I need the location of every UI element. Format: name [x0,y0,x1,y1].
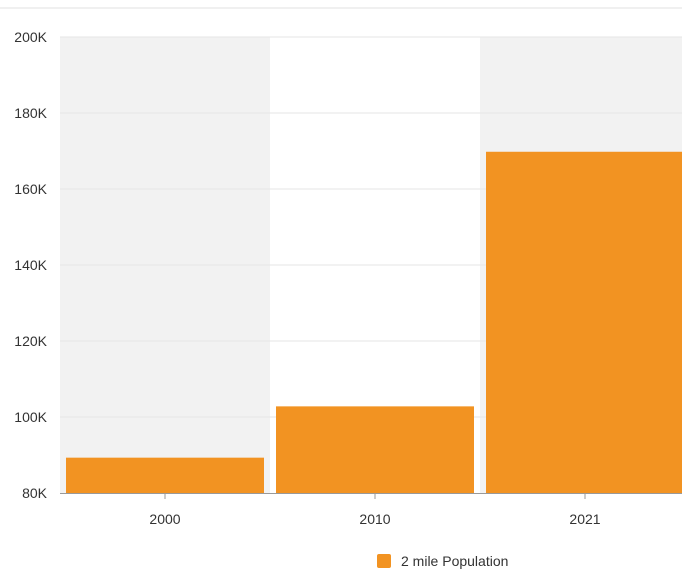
bars [66,151,682,493]
bar-2000[interactable] [66,457,264,493]
y-tick-label-180K: 180K [14,105,47,121]
bar-2010[interactable] [276,406,474,493]
x-tick-label-2000: 2000 [149,511,180,527]
bar-2021[interactable] [486,151,682,493]
x-axis [60,493,682,499]
legend-swatch [377,554,391,568]
y-tick-label-140K: 140K [14,257,47,273]
x-tick-label-2010: 2010 [359,511,390,527]
x-tick-label-2021: 2021 [569,511,600,527]
y-tick-label-80K: 80K [22,485,48,501]
legend[interactable]: 2 mile Population [377,553,508,569]
y-tick-label-120K: 120K [14,333,47,349]
y-tick-label-160K: 160K [14,181,47,197]
y-tick-label-100K: 100K [14,409,47,425]
y-tick-label-200K: 200K [14,29,47,45]
y-tick-labels: 80K 100K 120K 140K 160K 180K 200K [14,29,47,501]
x-tick-labels: 2000 2010 2021 [149,511,600,527]
legend-label: 2 mile Population [401,553,508,569]
